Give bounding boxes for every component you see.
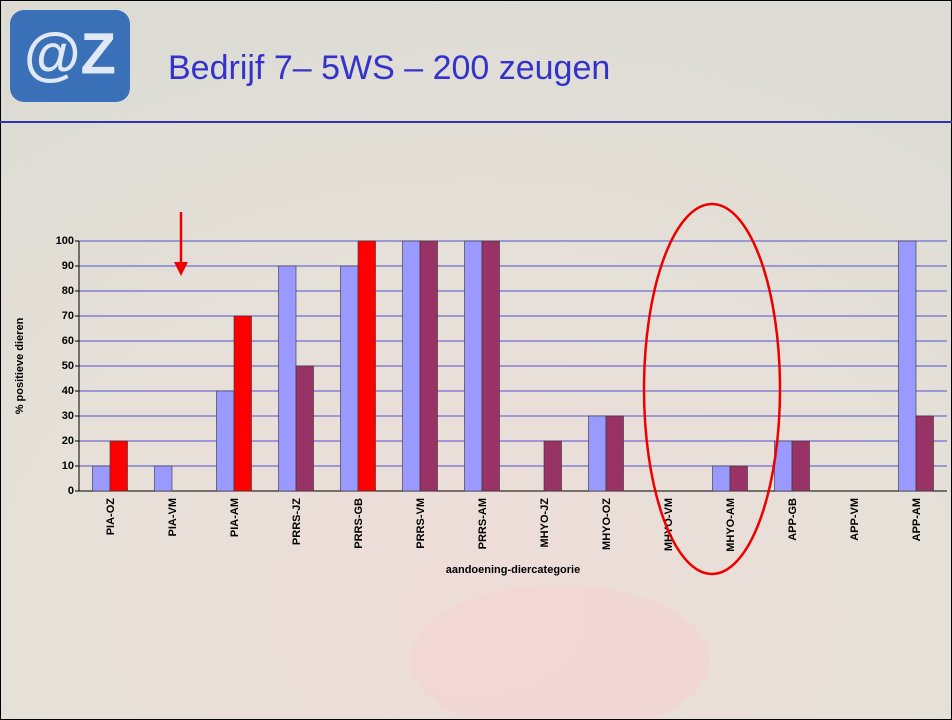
bar bbox=[110, 441, 128, 491]
bar bbox=[341, 266, 359, 491]
y-tick-label: 40 bbox=[62, 385, 74, 397]
y-tick-label: 70 bbox=[62, 310, 74, 322]
bar bbox=[279, 266, 297, 491]
slide: @Z Bedrijf 7– 5WS – 200 zeugen % positie… bbox=[0, 0, 952, 720]
x-tick-label: APP-VM bbox=[849, 498, 861, 541]
x-tick-label: MHYO-OZ bbox=[601, 498, 613, 550]
bar bbox=[730, 466, 748, 491]
y-tick-label: 60 bbox=[62, 335, 74, 347]
x-tick-label: APP-GB bbox=[787, 498, 799, 541]
bar bbox=[482, 241, 500, 491]
x-tick-label: MHYO-JZ bbox=[539, 498, 551, 548]
logo: @Z bbox=[10, 10, 130, 102]
bar bbox=[606, 416, 624, 491]
x-tick-label: PIA-AM bbox=[229, 498, 241, 537]
bar bbox=[792, 441, 810, 491]
bar bbox=[420, 241, 438, 491]
bar bbox=[916, 416, 934, 491]
bar bbox=[544, 441, 562, 491]
bar bbox=[403, 241, 421, 491]
y-tick-label: 30 bbox=[62, 410, 74, 422]
x-tick-label: PRRS-VM bbox=[415, 498, 427, 549]
x-axis-label: aandoening-diercategorie bbox=[446, 564, 580, 576]
x-tick-label: MHYO-AM bbox=[725, 498, 737, 552]
x-tick-label: APP-AM bbox=[911, 498, 923, 541]
y-tick-label: 0 bbox=[68, 485, 74, 497]
chart-title: Bedrijf 7– 5WS – 200 zeugen bbox=[168, 49, 610, 87]
logo-text: @Z bbox=[24, 21, 116, 86]
bar bbox=[217, 391, 235, 491]
bar bbox=[713, 466, 731, 491]
bar bbox=[155, 466, 173, 491]
x-tick-label: PIA-OZ bbox=[105, 498, 117, 536]
x-tick-label: PRRS-GB bbox=[353, 498, 365, 549]
x-tick-label: PRRS-JZ bbox=[291, 498, 303, 545]
bar bbox=[358, 241, 376, 491]
bar bbox=[93, 466, 111, 491]
bar bbox=[296, 366, 314, 491]
bar bbox=[589, 416, 607, 491]
y-tick-label: 80 bbox=[62, 285, 74, 297]
bar bbox=[465, 241, 483, 491]
y-tick-label: 20 bbox=[62, 435, 74, 447]
y-tick-label: 100 bbox=[56, 235, 74, 247]
bar bbox=[234, 316, 252, 491]
y-tick-label: 10 bbox=[62, 460, 74, 472]
y-axis-label: % positieve dieren bbox=[14, 317, 26, 414]
bar bbox=[899, 241, 917, 491]
x-tick-label: PRRS-AM bbox=[477, 498, 489, 549]
y-tick-label: 50 bbox=[62, 360, 74, 372]
y-tick-label: 90 bbox=[62, 260, 74, 272]
x-tick-label: PIA-VM bbox=[167, 498, 179, 537]
